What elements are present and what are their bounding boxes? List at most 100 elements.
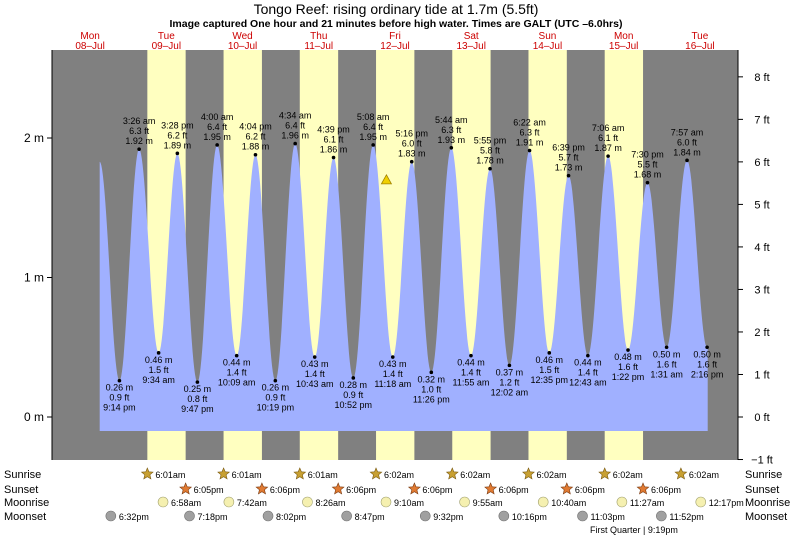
high-tide-dot (331, 155, 336, 160)
sunrise-time: 6:02am (536, 470, 566, 480)
tide-height-m: 0.50 m (653, 349, 681, 359)
tide-height-ft: 0.9 ft (343, 390, 364, 400)
moonset-icon (656, 510, 667, 522)
high-tide-label: 3:26 am6.3 ft1.92 m (123, 116, 156, 146)
low-tide-dot (351, 376, 356, 380)
moonrise-icon (695, 496, 707, 508)
moonset-time: 6:32pm (119, 512, 149, 522)
moonset-icon (262, 510, 274, 522)
tide-height-ft: 5.7 ft (559, 153, 580, 163)
tide-height-m: 0.43 m (379, 359, 407, 369)
sunset-icon (179, 482, 193, 495)
astronomy-rows: Sunrise Sunset Moonrise Moonset Sunrise … (4, 467, 790, 535)
tide-height-ft: 1.2 ft (499, 377, 520, 387)
tide-height-m: 1.87 m (594, 143, 622, 153)
tide-height-ft: 0.9 ft (265, 393, 286, 403)
right-axis-tick-label: 5 ft (754, 199, 769, 211)
moonset-icon (577, 510, 588, 522)
moonset-time: 11:03pm (591, 512, 625, 522)
tide-height-m: 1.68 m (634, 170, 662, 180)
tide-height-ft: 6.1 ft (324, 135, 345, 145)
tide-time: 6:39 pm (552, 143, 585, 153)
high-tide-dot (371, 143, 375, 147)
high-tide-dot (253, 152, 258, 157)
sunset-time: 6:06pm (575, 485, 605, 495)
moonrise-row-label-right: Moonrise (745, 497, 790, 509)
moonset-time: 11:52pm (669, 512, 703, 522)
tide-height-m: 0.26 m (262, 383, 290, 393)
moonset-time: 8:47pm (355, 512, 385, 522)
sunrise-time: 6:02am (460, 470, 490, 480)
high-tide-dot (409, 159, 414, 164)
day-date: 13–Jul (456, 41, 485, 52)
high-tide-label: 7:30 pm5.5 ft1.68 m (631, 150, 664, 180)
right-axis-tick-label: 3 ft (754, 284, 769, 296)
day-date: 10–Jul (228, 41, 257, 52)
low-tide-label: 0.50 m1.6 ft1:31 am (650, 349, 683, 379)
moonrise-time: 9:10am (394, 498, 424, 508)
tide-height-ft: 6.0 ft (677, 137, 698, 147)
plot-area (52, 50, 738, 460)
tide-height-m: 1.84 m (673, 147, 701, 157)
sunset-row-label-left: Sunset (4, 484, 38, 496)
day-name: Thu (310, 31, 327, 42)
moonset-time: 9:32pm (433, 512, 463, 522)
high-tide-label: 4:34 am6.4 ft1.96 m (279, 111, 312, 141)
tide-height-ft: 5.8 ft (480, 146, 501, 156)
day-date: 15–Jul (609, 41, 638, 52)
tide-height-m: 0.50 m (693, 349, 721, 359)
high-tide-label: 5:44 am6.3 ft1.93 m (435, 115, 468, 145)
current-level-marker (380, 174, 393, 185)
high-tide-label: 4:39 pm6.1 ft1.86 m (317, 125, 350, 155)
tide-height-m: 0.46 m (536, 355, 564, 365)
tide-time: 1:22 pm (612, 372, 645, 382)
sunset-time: 6:06pm (651, 485, 681, 495)
tide-height-ft: 6.2 ft (167, 130, 188, 140)
tide-height-m: 1.83 m (398, 149, 426, 159)
high-tide-label: 7:06 am6.1 ft1.87 m (592, 123, 625, 153)
high-tide-dot (645, 180, 650, 185)
tide-height-ft: 0.8 ft (187, 394, 208, 404)
sunset-icon (407, 482, 421, 495)
moonrise-icon (380, 496, 392, 508)
tide-height-m: 0.43 m (301, 359, 329, 369)
tide-time: 1:31 am (650, 369, 683, 379)
tide-height-m: 0.46 m (145, 355, 173, 365)
right-axis-tick-label: 7 ft (754, 114, 769, 126)
high-tide-dot (293, 141, 297, 146)
tide-height-ft: 1.4 ft (383, 369, 404, 379)
tide-time: 9:14 pm (103, 403, 136, 413)
tide-height-m: 1.91 m (516, 138, 544, 148)
right-axis-tick-label: 4 ft (754, 242, 769, 254)
chart-title: Tongo Reef: rising ordinary tide at 1.7m… (254, 1, 539, 17)
low-tide-label: 0.25 m0.8 ft9:47 pm (181, 384, 214, 414)
sunset-icon (636, 482, 650, 495)
tide-height-m: 1.96 m (281, 131, 309, 141)
day-name: Sun (539, 31, 557, 42)
tide-time: 10:52 pm (335, 400, 373, 410)
tide-height-ft: 5.5 ft (637, 160, 658, 170)
low-tide-dot (547, 351, 552, 355)
day-date: 09–Jul (152, 41, 181, 52)
tide-height-ft: 1.4 ft (305, 369, 326, 379)
left-axis-tick-label: 1 m (24, 271, 44, 285)
tide-height-ft: 6.4 ft (285, 121, 306, 131)
tide-height-m: 1.88 m (242, 142, 270, 152)
day-date: 16–Jul (685, 41, 714, 52)
high-tide-label: 6:39 pm5.7 ft1.73 m (552, 143, 585, 173)
moonrise-icon (223, 496, 235, 508)
tide-height-ft: 1.5 ft (539, 365, 560, 375)
tide-time: 9:47 pm (181, 404, 214, 414)
tide-height-m: 1.92 m (125, 136, 153, 146)
sunset-time: 6:06pm (346, 485, 376, 495)
low-tide-label: 0.26 m0.9 ft9:14 pm (103, 383, 136, 413)
extreme-labels-group: 0.26 m0.9 ft9:14 pm3:26 am6.3 ft1.92 m0.… (103, 111, 723, 415)
sunrise-icon (217, 467, 231, 480)
sunset-time: 6:06pm (422, 485, 452, 495)
tide-height-ft: 1.5 ft (149, 365, 170, 375)
moonset-icon (341, 510, 352, 522)
moonrise-icon (616, 496, 628, 508)
